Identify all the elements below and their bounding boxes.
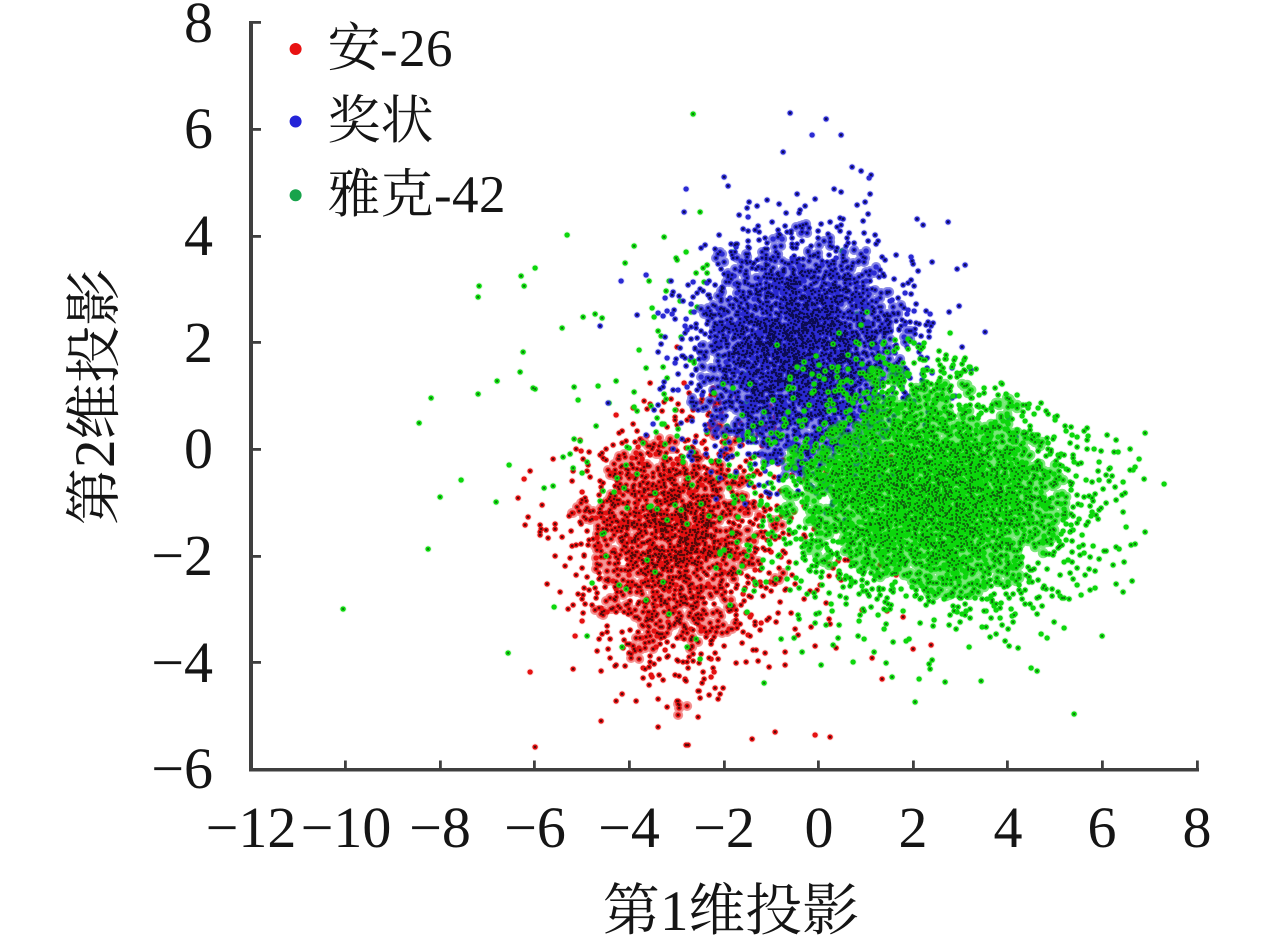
svg-text:2: 2 <box>479 166 506 224</box>
svg-text:4: 4 <box>184 203 213 268</box>
svg-text:-: - <box>434 166 452 224</box>
svg-text:−6: −6 <box>504 795 566 860</box>
svg-text:−2: −2 <box>151 523 213 588</box>
svg-text:-: - <box>380 20 398 78</box>
svg-text:4: 4 <box>994 795 1023 860</box>
svg-text:0: 0 <box>184 416 213 481</box>
svg-text:−10: −10 <box>301 795 392 860</box>
svg-text:0: 0 <box>805 795 834 860</box>
svg-text:−4: −4 <box>151 630 213 695</box>
svg-text:2: 2 <box>899 795 928 860</box>
svg-text:6: 6 <box>426 20 453 78</box>
svg-text:2: 2 <box>184 310 213 375</box>
svg-text:8: 8 <box>184 0 213 55</box>
svg-text:−2: −2 <box>693 795 755 860</box>
svg-text:−4: −4 <box>598 795 660 860</box>
svg-text:2: 2 <box>64 440 127 469</box>
svg-text:8: 8 <box>1183 795 1212 860</box>
svg-text:−8: −8 <box>409 795 471 860</box>
svg-text:−6: −6 <box>151 736 213 801</box>
svg-text:1: 1 <box>660 880 689 938</box>
svg-text:−12: −12 <box>206 795 297 860</box>
svg-text:6: 6 <box>184 96 213 161</box>
svg-text:2: 2 <box>399 20 426 78</box>
svg-text:6: 6 <box>1088 795 1117 860</box>
svg-text:4: 4 <box>452 166 479 224</box>
